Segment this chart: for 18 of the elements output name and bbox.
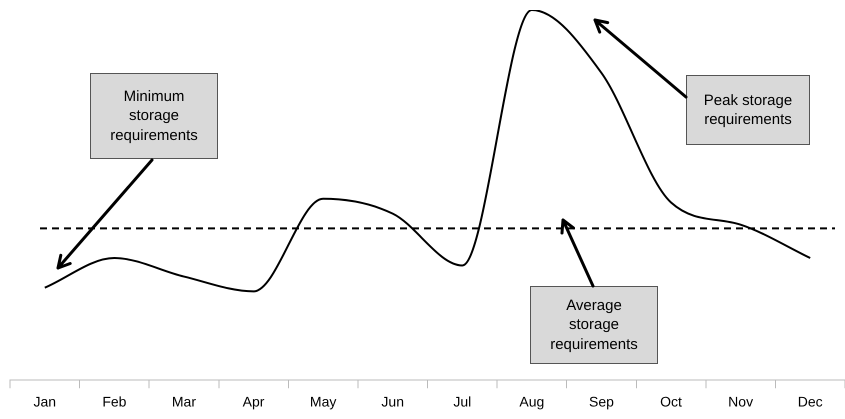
x-tick-label: Jan (34, 393, 56, 410)
x-tick-label: Oct (660, 393, 682, 410)
x-tick-label: Nov (728, 393, 754, 410)
x-tick-label: Apr (242, 393, 265, 410)
x-tick-label: Jul (453, 393, 472, 410)
annotation: Minimum storage requirements (109, 86, 199, 146)
annotation: Average storage requirements (549, 296, 639, 354)
x-tick-label: Feb (102, 393, 127, 410)
x-tick-label: Mar (172, 393, 196, 410)
x-tick-label: May (310, 393, 336, 410)
x-tick-label: Jun (381, 393, 404, 410)
callout-box: Average storage requirements (530, 286, 658, 364)
x-tick-label: Dec (798, 393, 823, 410)
callout-box: Minimum storage requirements (90, 73, 218, 159)
x-tick-label: Aug (519, 393, 544, 410)
x-tick-label: Sep (588, 393, 614, 410)
annotation: Peak storage requirements (702, 90, 794, 130)
callout-box: Peak storage requirements (686, 75, 810, 145)
